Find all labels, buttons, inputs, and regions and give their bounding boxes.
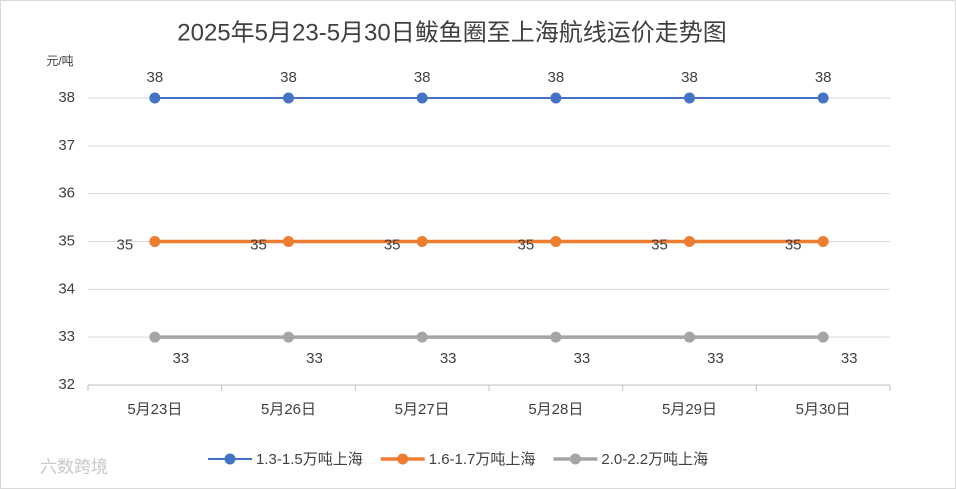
data-label: 33: [172, 350, 189, 367]
data-label: 35: [517, 236, 534, 253]
legend-label: 1.3-1.5万吨上海: [256, 451, 363, 468]
data-point: [149, 331, 161, 343]
data-label: 33: [440, 350, 457, 367]
legend-marker: [397, 453, 409, 465]
data-point: [684, 331, 695, 343]
data-point: [684, 92, 695, 104]
data-point: [550, 331, 562, 343]
data-point: [416, 236, 428, 247]
x-tick-label: 5月30日: [796, 401, 851, 418]
data-label: 38: [547, 69, 564, 86]
data-label: 33: [573, 350, 590, 367]
data-label: 33: [306, 350, 323, 367]
x-tick-label: 5月29日: [662, 401, 717, 418]
data-point: [149, 92, 161, 104]
data-label: 35: [785, 236, 802, 253]
y-tick-label: 36: [58, 185, 75, 202]
data-label: 38: [280, 69, 297, 86]
y-tick-label: 38: [58, 89, 75, 106]
data-label: 35: [250, 236, 267, 253]
data-label: 38: [414, 69, 431, 86]
legend-marker: [569, 453, 581, 465]
y-tick-label: 35: [58, 232, 75, 249]
data-point: [149, 236, 161, 247]
legend-marker: [224, 453, 236, 465]
data-label: 38: [146, 69, 163, 86]
data-label: 38: [815, 69, 832, 86]
y-axis-label: 元/吨: [46, 54, 73, 68]
data-label: 33: [707, 350, 724, 367]
data-point: [550, 236, 562, 247]
data-label: 38: [681, 69, 698, 86]
x-tick-label: 5月23日: [127, 401, 182, 418]
y-tick-label: 33: [58, 328, 75, 345]
y-tick-label: 32: [58, 376, 75, 393]
data-point: [817, 92, 829, 104]
y-tick-label: 37: [58, 137, 75, 154]
data-label: 35: [116, 236, 133, 253]
data-point: [550, 92, 562, 104]
x-tick-label: 5月26日: [261, 401, 316, 418]
legend-label: 1.6-1.7万吨上海: [429, 451, 536, 468]
watermark: 六数跨境: [40, 457, 108, 476]
data-point: [416, 92, 428, 104]
data-point: [283, 236, 294, 247]
y-tick-label: 34: [58, 280, 75, 297]
x-tick-label: 5月28日: [528, 401, 583, 418]
data-label: 35: [651, 236, 668, 253]
chart-title: 2025年5月23-5月30日鲅鱼圈至上海航线运价走势图: [177, 19, 726, 46]
data-point: [817, 331, 829, 343]
data-label: 33: [841, 350, 858, 367]
data-point: [283, 331, 294, 343]
legend-label: 2.0-2.2万吨上海: [601, 451, 708, 468]
data-label: 35: [384, 236, 401, 253]
data-point: [817, 236, 829, 247]
data-point: [416, 331, 428, 343]
data-point: [684, 236, 695, 247]
x-tick-label: 5月27日: [395, 401, 450, 418]
data-point: [283, 92, 294, 104]
